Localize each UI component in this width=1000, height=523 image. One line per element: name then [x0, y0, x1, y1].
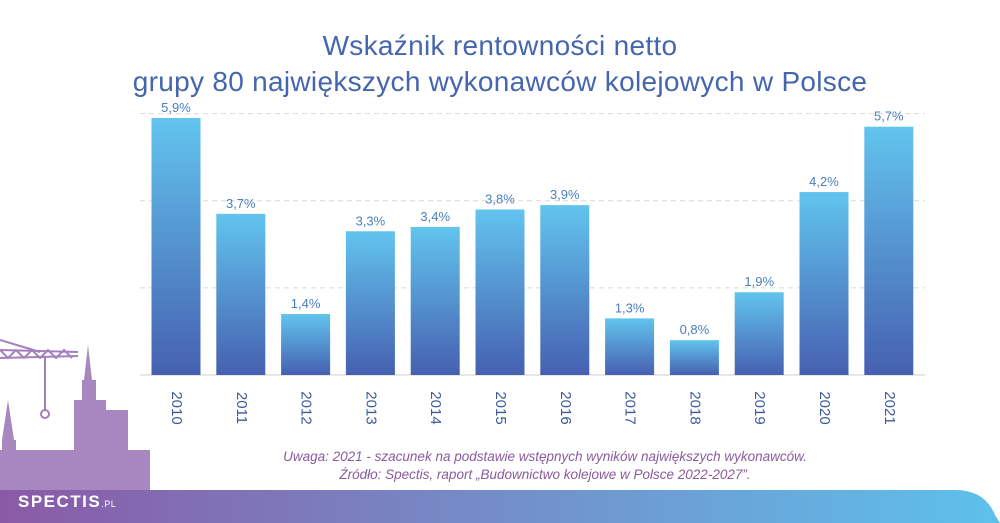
- x-tick-label-2014: 2014: [427, 391, 444, 424]
- value-label-2013: 3,3%: [356, 213, 386, 228]
- logo-suffix: .PL: [101, 499, 117, 509]
- x-tick-label-2013: 2013: [362, 391, 379, 424]
- source-line: Źródło: Spectis, raport „Budownictwo kol…: [339, 467, 751, 482]
- bar-2010: [151, 118, 201, 375]
- bar-2016: [540, 205, 590, 375]
- logo-brand: SPECTIS: [18, 492, 102, 511]
- x-tick-label-2012: 2012: [298, 391, 315, 424]
- bar-2014: [410, 226, 460, 375]
- note-line-1: Uwaga: 2021 - szacunek na podstawie wstę…: [283, 449, 807, 464]
- bar-2021: [864, 126, 914, 376]
- bar-2012: [281, 314, 331, 375]
- x-tick-label-2021: 2021: [881, 391, 898, 424]
- x-tick-label-2020: 2020: [816, 391, 833, 424]
- value-label-2020: 4,2%: [809, 174, 839, 189]
- value-label-2014: 3,4%: [420, 209, 450, 224]
- bar-2018: [669, 340, 719, 375]
- bar-2020: [799, 192, 849, 375]
- footer-band: [0, 490, 1000, 523]
- chart-title-line-2: grupy 80 największych wykonawców kolejow…: [132, 66, 868, 97]
- value-labels: 5,9% 3,7% 1,4% 3,3% 3,4% 3,8% 3,9% 1,3% 0,8% 1,9%…: [161, 100, 904, 337]
- x-tick-label-2011: 2011: [233, 392, 250, 424]
- value-label-2017: 1,3%: [615, 300, 645, 315]
- bar-2013: [345, 231, 395, 375]
- x-tick-label-2019: 2019: [751, 391, 768, 424]
- crane-icon: [0, 339, 79, 419]
- value-label-2016: 3,9%: [550, 187, 580, 202]
- x-tick-label-2010: 2010: [168, 391, 185, 424]
- bar-2011: [216, 213, 266, 375]
- x-tick-label-2016: 2016: [557, 391, 574, 424]
- value-label-2021: 5,7%: [874, 109, 904, 124]
- chart-note: Uwaga: 2021 - szacunek na podstawie wstę…: [0, 448, 1000, 484]
- bars: [151, 118, 914, 376]
- value-label-2018: 0,8%: [680, 322, 710, 337]
- bar-2019: [734, 292, 784, 375]
- value-label-2011: 3,7%: [226, 196, 256, 211]
- bar-2015: [475, 209, 525, 375]
- value-label-2012: 1,4%: [291, 296, 321, 311]
- chart-title-line-1: Wskaźnik rentowności netto: [322, 30, 678, 61]
- bar-2017: [605, 318, 655, 375]
- x-tick-label-2017: 2017: [622, 391, 639, 424]
- spectis-logo: SPECTIS.PL: [18, 492, 116, 512]
- gridlines: [140, 113, 925, 376]
- x-tick-labels: 2010 2011 2012 2013 2014 2015 2016 2017 2018 2019…: [168, 391, 898, 424]
- city-skyline-icon: [0, 345, 150, 490]
- value-label-2010: 5,9%: [161, 100, 191, 115]
- x-tick-label-2015: 2015: [492, 391, 509, 424]
- value-label-2019: 1,9%: [744, 274, 774, 289]
- x-tick-label-2018: 2018: [686, 391, 703, 424]
- chart-title: Wskaźnik rentowności netto grupy 80 najw…: [0, 28, 1000, 100]
- value-label-2015: 3,8%: [485, 191, 515, 206]
